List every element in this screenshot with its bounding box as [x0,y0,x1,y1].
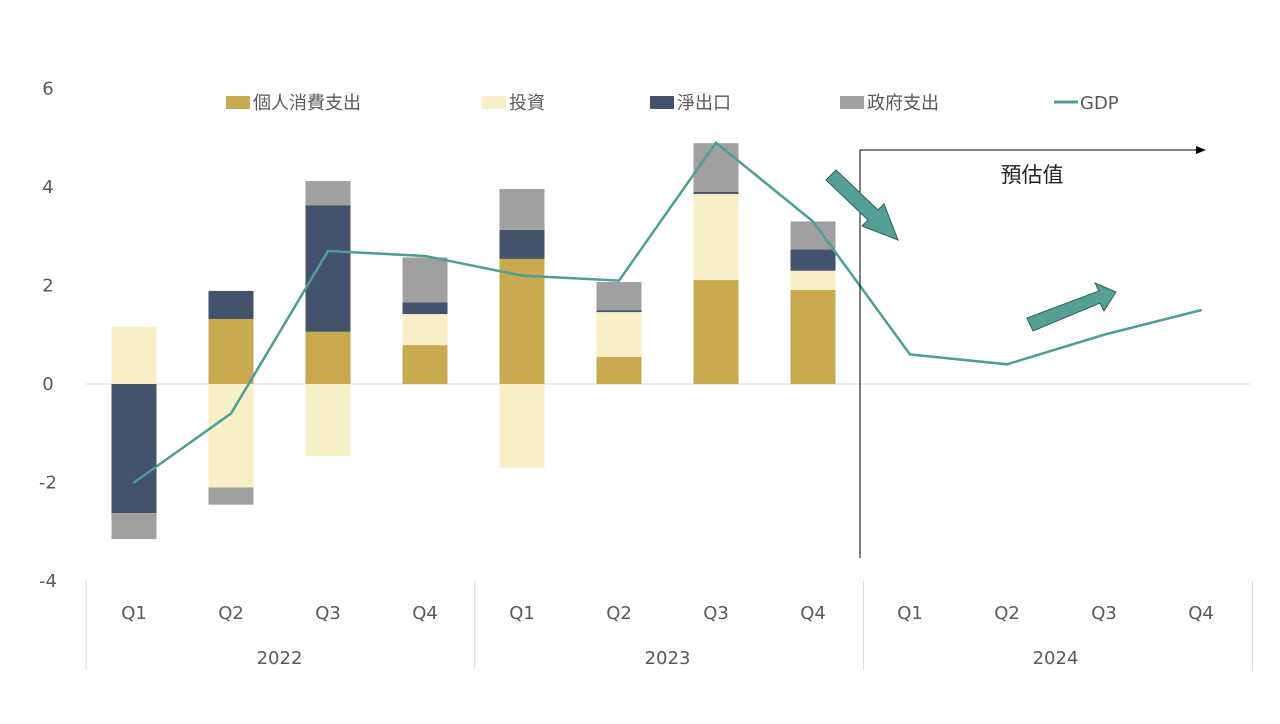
x-tick-label: Q4 [800,603,826,624]
bar-segment [790,270,836,290]
x-tick-label: Q2 [606,603,632,624]
x-tick-label: Q1 [897,603,923,624]
bar-segment [790,221,836,250]
y-tick-label: -2 [39,473,57,494]
gdp-point [618,279,620,282]
bar-segment [693,191,739,194]
gdp-point [521,274,523,277]
bar-segment [499,188,545,230]
gdp-point [230,412,232,415]
y-tick-label: 2 [42,276,53,297]
bar-segment [305,205,351,332]
bar-segment [499,229,545,259]
legend-label: 淨出口 [677,93,731,114]
y-tick-label: 0 [42,374,53,395]
y-tick-label: 4 [42,177,53,198]
bar-segment [693,143,739,192]
x-tick-label: Q3 [703,603,729,624]
bar-segment [402,302,448,315]
bar-segment [693,193,739,281]
bar-segment [111,513,157,540]
legend-label: 投資 [509,93,545,114]
y-tick-label: -4 [39,571,57,592]
bar-segment [402,314,448,346]
bar-segment [596,312,642,357]
up-arrow-icon [1026,282,1117,332]
bar-segment [305,331,351,384]
x-tick-label: Q3 [1091,603,1117,624]
bar-segment [499,258,545,384]
legend-label: 政府支出 [867,93,939,114]
bar-segment [499,384,545,468]
legend-swatch [840,96,864,109]
bar-segment [208,487,254,505]
gdp-point [1200,309,1202,312]
year-label: 2024 [1033,648,1079,669]
forecast-arrowhead [1196,146,1206,154]
gdp-point [812,220,814,223]
bar-segment [305,181,351,206]
bar-segment [111,384,157,514]
gdp-point [424,254,426,257]
legend-label: 個人消費支出 [253,93,361,114]
x-tick-label: Q4 [412,603,438,624]
bar-segment [596,310,642,313]
legend-swatch [226,96,250,109]
bar-segment [693,280,739,384]
y-tick-label: 6 [42,79,53,100]
bar-segment [790,289,836,384]
legend-label: GDP [1080,93,1119,114]
bar-segment [208,384,254,488]
down-arrow-icon [825,169,899,241]
bar-segment [790,249,836,271]
bar-segment [402,345,448,384]
bar-segment [305,384,351,456]
gdp-point [715,141,717,144]
x-tick-label: Q4 [1188,603,1214,624]
gdp-line [133,140,1202,484]
gdp-point [909,353,911,356]
legend-swatch [650,96,674,109]
bar-segment [208,318,254,384]
x-tick-label: Q1 [509,603,535,624]
year-label: 2022 [257,648,303,669]
bar-segment [111,326,157,384]
bar-segment [596,282,642,311]
gdp-point [1006,363,1008,366]
x-tick-label: Q1 [121,603,147,624]
legend-swatch [482,96,506,109]
bar-segment [596,356,642,384]
gdp-point [1103,333,1105,336]
year-label: 2023 [645,648,691,669]
forecast-label: 預估值 [1001,163,1064,187]
gdp-point [327,250,329,253]
bar-segment [208,290,254,319]
bar-segment [402,257,448,303]
gdp-point [133,481,135,484]
x-tick-label: Q2 [218,603,244,624]
x-tick-label: Q3 [315,603,341,624]
x-tick-label: Q2 [994,603,1020,624]
